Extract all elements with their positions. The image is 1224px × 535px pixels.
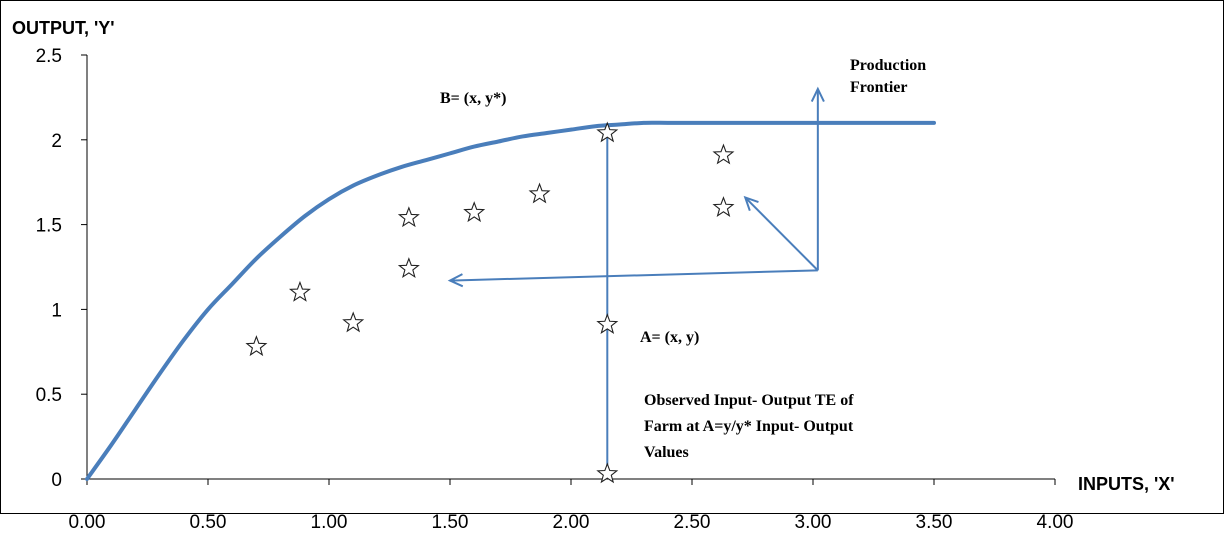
frontier-label-line2: Frontier (850, 79, 907, 96)
x-tick-label: 4.00 (1037, 512, 1074, 533)
observation-star (397, 206, 420, 228)
observation-star (245, 335, 268, 357)
y-tick-label: 2.5 (36, 46, 62, 67)
annotation-arrows (447, 86, 825, 479)
point-b-label: B= (x, y*) (440, 90, 506, 107)
observations (245, 121, 735, 484)
x-tick-label: 3.50 (916, 512, 953, 533)
point-a-label: A= (x, y) (640, 329, 699, 346)
te-label-line2: Farm at A=y/y* Input- Output (644, 418, 854, 435)
x-tick-label: 2.00 (553, 512, 590, 533)
arrow-left-head (447, 273, 464, 288)
arrow-to-star (744, 196, 819, 272)
x-tick-label: 1.50 (432, 512, 469, 533)
x-axis-title: INPUTS, 'X' (1078, 474, 1175, 494)
observation-star (342, 311, 365, 333)
arrow-up-to-frontier-label-head (810, 86, 825, 102)
observation-star (596, 462, 619, 484)
y-tick-label: 1 (51, 300, 62, 321)
y-tick-label: 2 (51, 131, 62, 152)
te-label-line3: Values (644, 444, 689, 461)
te-label-line1: Observed Input- Output TE of (644, 392, 854, 409)
y-tick-label: 1.5 (36, 216, 62, 237)
frontier-label-line1: Production (850, 57, 926, 74)
x-tick-label: 3.00 (795, 512, 832, 533)
arrow-to-star-head (743, 195, 759, 212)
arrow-left (449, 269, 818, 282)
x-tick-label: 1.00 (311, 512, 348, 533)
chart-frame (0, 0, 1224, 514)
observation-star (397, 257, 420, 279)
observation-star (463, 201, 486, 223)
y-tick-label: 0.5 (36, 385, 62, 406)
frontier-line (85, 120, 936, 481)
y-tick-label: 0 (51, 470, 62, 491)
observation-star (596, 313, 619, 335)
observation-star (712, 196, 735, 218)
y-axis-title: OUTPUT, 'Y' (12, 18, 115, 38)
observation-star (712, 143, 735, 165)
x-tick-label: 0.50 (190, 512, 227, 533)
axes: 0.00 0.50 1.00 1.50 2.00 2.50 3.00 3.50 4.00 0 0.5… (36, 46, 1074, 533)
observation-star (596, 121, 619, 143)
x-tick-label: 0.00 (69, 512, 106, 533)
x-tick-label: 2.50 (674, 512, 711, 533)
production-frontier (85, 120, 936, 481)
observation-star (288, 280, 311, 302)
observation-star (528, 182, 551, 204)
